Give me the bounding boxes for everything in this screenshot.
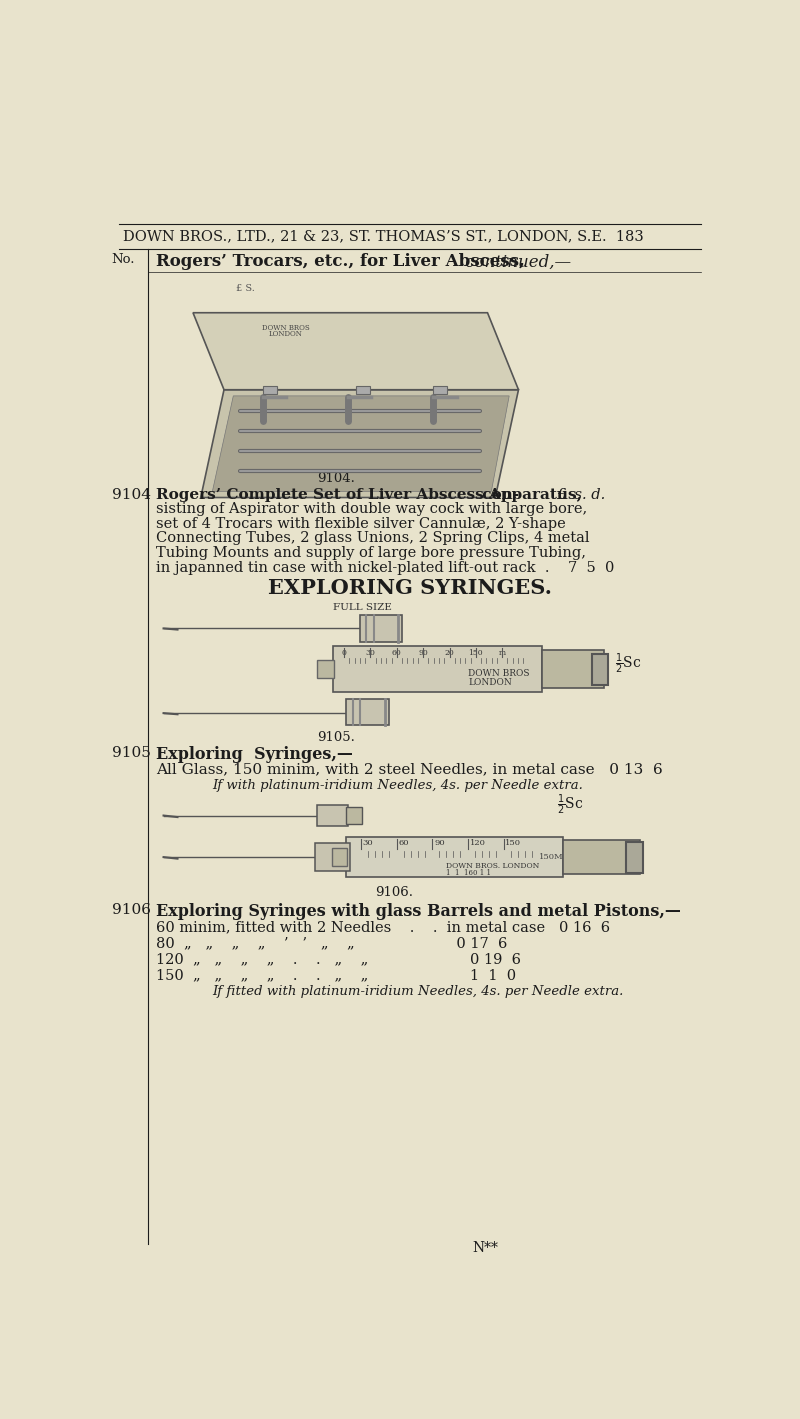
Bar — [262, 386, 277, 393]
Text: If with platinum-iridium Needles, 4s. per Needle extra.: If with platinum-iridium Needles, 4s. pe… — [212, 779, 583, 792]
Text: set of 4 Trocars with flexible silver Cannulæ, 2 Y-shape: set of 4 Trocars with flexible silver Ca… — [156, 517, 566, 531]
Text: 9105: 9105 — [112, 746, 150, 761]
Bar — [434, 386, 447, 393]
Text: DOWN BROS: DOWN BROS — [468, 670, 530, 678]
Text: 60: 60 — [398, 839, 409, 847]
Text: sisting of Aspirator with double way cock with large bore,: sisting of Aspirator with double way coc… — [156, 502, 587, 517]
Text: Tubing Mounts and supply of large bore pressure Tubing,: Tubing Mounts and supply of large bore p… — [156, 546, 586, 561]
Text: Connecting Tubes, 2 glass Unions, 2 Spring Clips, 4 metal: Connecting Tubes, 2 glass Unions, 2 Spri… — [156, 531, 590, 545]
Text: 150  „   „    „    „    .    .   „    „                      1  1  0: 150 „ „ „ „ . . „ „ 1 1 0 — [156, 969, 516, 983]
Bar — [315, 843, 350, 871]
Text: 9104.: 9104. — [318, 473, 355, 485]
Bar — [346, 700, 389, 725]
Text: DOWN BROS. LONDON: DOWN BROS. LONDON — [446, 861, 540, 870]
Text: in japanned tin case with nickel-plated lift-out rack  .    7  5  0: in japanned tin case with nickel-plated … — [156, 561, 614, 575]
Bar — [626, 841, 643, 873]
Text: 0: 0 — [342, 650, 346, 657]
Bar — [542, 650, 604, 688]
Text: 80  „   „    „    „    ’   ’   „    „                      0 17  6: 80 „ „ „ „ ’ ’ „ „ 0 17 6 — [156, 937, 507, 951]
Text: Rogers’ Complete Set of Liver Abscess Apparatus,: Rogers’ Complete Set of Liver Abscess Ap… — [156, 488, 582, 501]
Polygon shape — [201, 390, 518, 498]
Bar — [332, 849, 347, 867]
Bar — [592, 654, 608, 684]
Text: If fitted with platinum-iridium Needles, 4s. per Needle extra.: If fitted with platinum-iridium Needles,… — [212, 985, 624, 998]
Text: N**: N** — [472, 1240, 498, 1254]
Text: 120: 120 — [470, 839, 486, 847]
Text: 20: 20 — [445, 650, 454, 657]
Text: $\frac{1}{2}$Sc: $\frac{1}{2}$Sc — [615, 651, 642, 675]
Text: EXPLORING SYRINGES.: EXPLORING SYRINGES. — [268, 579, 552, 599]
Text: 30: 30 — [366, 650, 375, 657]
Text: Exploring  Syringes,—: Exploring Syringes,— — [156, 746, 353, 763]
Bar — [562, 840, 640, 874]
Bar — [346, 837, 562, 877]
Text: LONDON: LONDON — [468, 678, 512, 687]
Text: 30: 30 — [362, 839, 374, 847]
Text: 90: 90 — [434, 839, 445, 847]
Polygon shape — [212, 396, 509, 491]
Text: 60: 60 — [392, 650, 402, 657]
Text: FULL SIZE: FULL SIZE — [333, 603, 391, 612]
Text: $\frac{1}{2}$Sc: $\frac{1}{2}$Sc — [558, 792, 584, 817]
Bar — [360, 616, 402, 641]
Text: continued,—: continued,— — [460, 254, 571, 271]
Text: 9104: 9104 — [112, 488, 150, 501]
Text: No.: No. — [112, 254, 135, 267]
Text: Exploring Syringes with glass Barrels and metal Pistons,—: Exploring Syringes with glass Barrels an… — [156, 904, 681, 921]
Bar — [333, 646, 542, 692]
Text: LONDON: LONDON — [269, 331, 303, 339]
Text: £ S.: £ S. — [236, 284, 254, 294]
Text: All Glass, 150 minim, with 2 steel Needles, in metal case   0 13  6: All Glass, 150 minim, with 2 steel Needl… — [156, 762, 662, 776]
Text: 60 minim, fitted with 2 Needles    .    .  in metal case   0 16  6: 60 minim, fitted with 2 Needles . . in m… — [156, 921, 610, 934]
Text: 120  „   „    „    „    .    .   „    „                      0 19  6: 120 „ „ „ „ . . „ „ 0 19 6 — [156, 952, 521, 966]
Text: 9105.: 9105. — [318, 731, 355, 744]
Text: DOWN BROS: DOWN BROS — [262, 325, 310, 332]
Text: 9106: 9106 — [112, 904, 150, 917]
Bar — [317, 660, 334, 678]
Text: 150: 150 — [506, 839, 522, 847]
Polygon shape — [193, 312, 518, 390]
Text: 150: 150 — [469, 650, 483, 657]
Bar — [356, 386, 370, 393]
Text: 150M: 150M — [539, 853, 564, 860]
Text: £  s. d.: £ s. d. — [556, 488, 605, 501]
Text: DOWN BROS., LTD., 21 & 23, ST. THOMAS’S ST., LONDON, S.E.  183: DOWN BROS., LTD., 21 & 23, ST. THOMAS’S … — [123, 228, 644, 243]
Text: 90: 90 — [418, 650, 428, 657]
Bar — [346, 807, 362, 824]
Bar — [317, 805, 348, 826]
Text: Rogers’ Trocars, etc., for Liver Abscess,: Rogers’ Trocars, etc., for Liver Abscess… — [156, 254, 525, 271]
Text: 1  1  160 1 1: 1 1 160 1 1 — [446, 870, 491, 877]
Text: m: m — [498, 650, 506, 657]
Text: con-: con- — [478, 488, 519, 501]
Text: 9106.: 9106. — [375, 887, 414, 900]
